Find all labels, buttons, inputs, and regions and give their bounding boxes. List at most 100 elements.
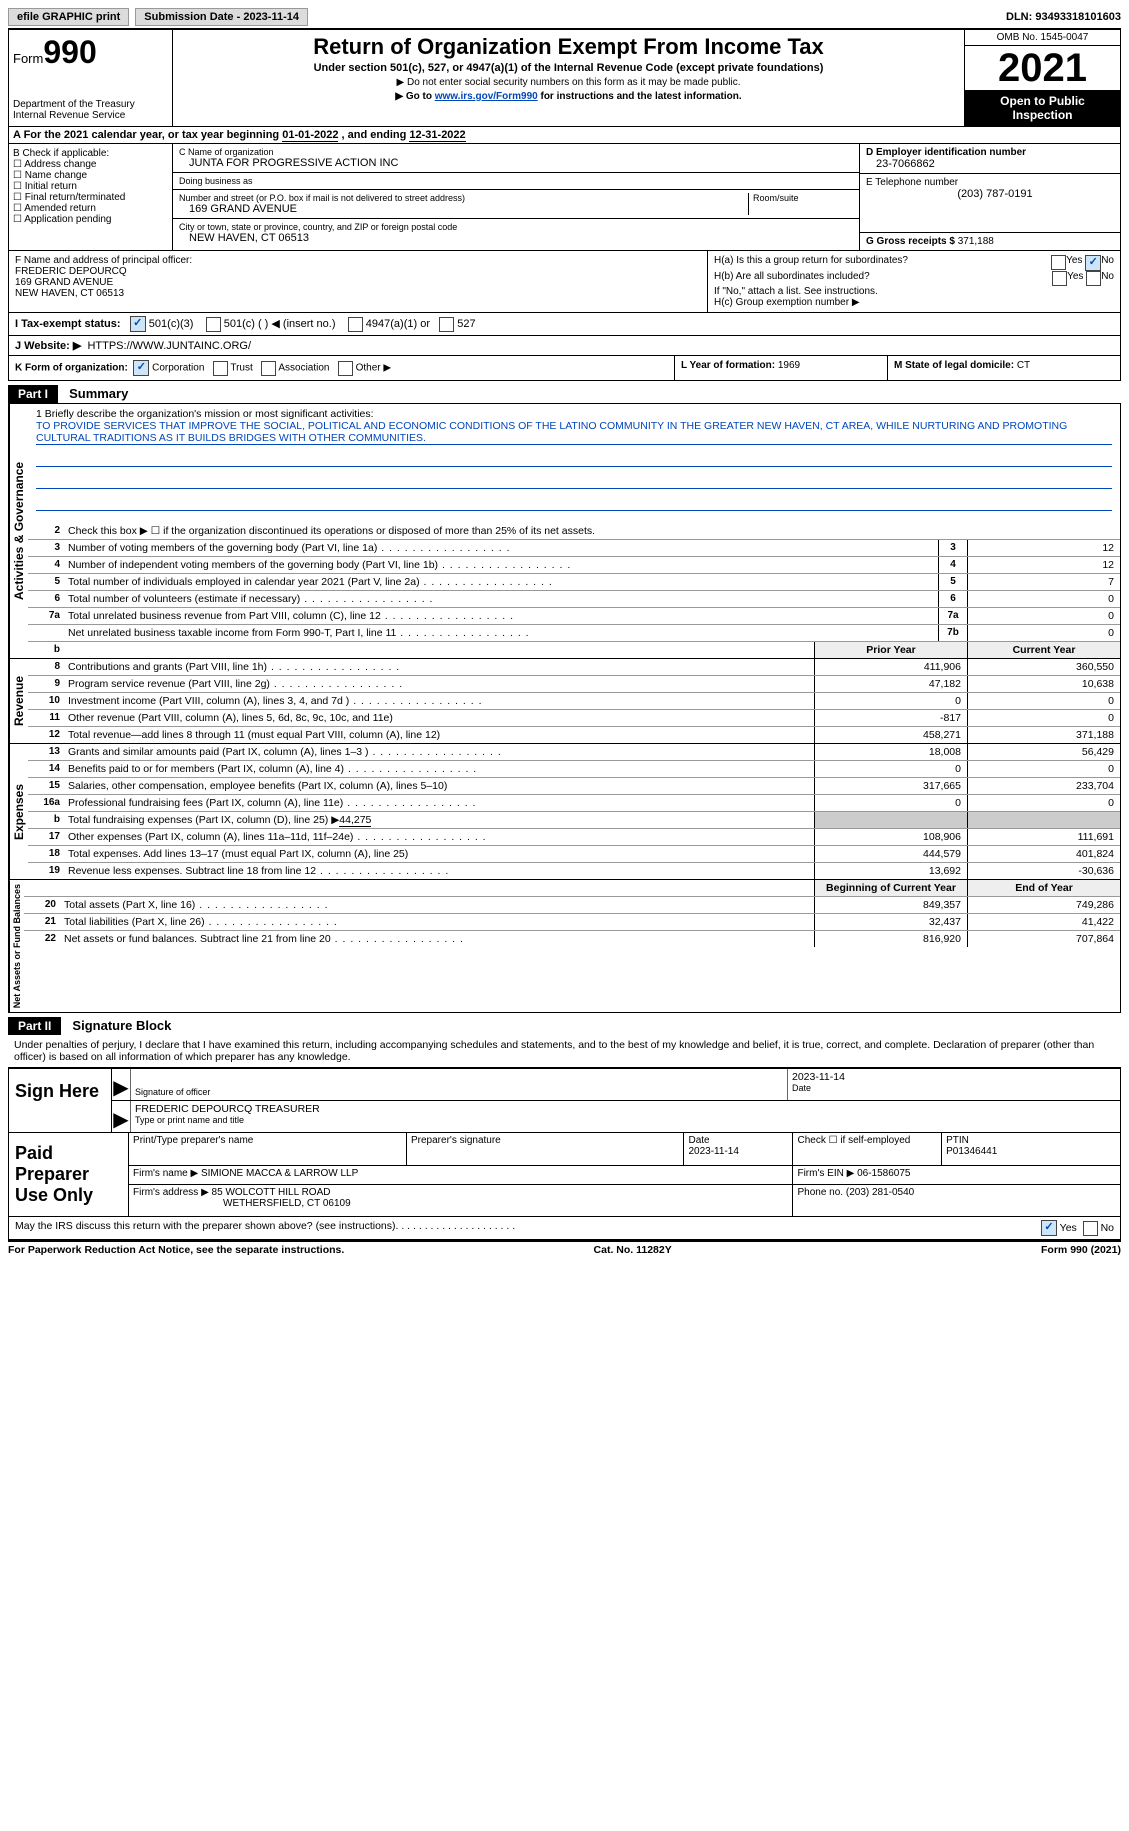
line-6: Total number of volunteers (estimate if … [68, 593, 300, 605]
chk-501c3[interactable]: ✓ [130, 316, 146, 332]
dln-label: DLN: [1006, 11, 1032, 23]
checkbox-application-pending[interactable]: ☐ Application pending [13, 214, 168, 225]
cy-15: 233,704 [967, 778, 1120, 794]
py-17: 108,906 [814, 829, 967, 845]
box-k: K Form of organization: ✓ Corporation Tr… [9, 356, 675, 380]
paid-preparer-block: Paid Preparer Use Only Print/Type prepar… [8, 1133, 1121, 1217]
website-label: J Website: ▶ [15, 340, 81, 352]
row-fh: F Name and address of principal officer:… [8, 251, 1121, 313]
mission-blank2 [36, 475, 1112, 489]
py-18: 444,579 [814, 846, 967, 862]
sig-date-label: Date [792, 1083, 811, 1093]
ha-yes[interactable] [1051, 255, 1066, 270]
irs-link[interactable]: www.irs.gov/Form990 [435, 91, 538, 102]
boy-22: 816,920 [814, 931, 967, 947]
footer-right: Form 990 (2021) [1041, 1244, 1121, 1256]
dln: DLN: 93493318101603 [1006, 11, 1121, 23]
chk-trust[interactable] [213, 361, 228, 376]
revenue-section: Revenue 8Contributions and grants (Part … [8, 659, 1121, 744]
section-bcdeg: B Check if applicable: ☐ Address change … [8, 144, 1121, 251]
box-b-label: B Check if applicable: [13, 148, 168, 159]
hb-yes[interactable] [1052, 271, 1067, 286]
line-4: Number of independent voting members of … [68, 559, 438, 571]
row-j: J Website: ▶ HTTPS://WWW.JUNTAINC.ORG/ [8, 336, 1121, 356]
chk-501c[interactable] [206, 317, 221, 332]
opt-address: Address change [24, 159, 96, 170]
top-bar: efile GRAPHIC print Submission Date - 20… [8, 8, 1121, 30]
cy-10: 0 [967, 693, 1120, 709]
opt-501c: 501(c) ( ) ◀ (insert no.) [224, 318, 336, 330]
city-label: City or town, state or province, country… [179, 222, 853, 232]
cy-14: 0 [967, 761, 1120, 777]
street-label: Number and street (or P.O. box if mail i… [179, 193, 748, 203]
chk-other[interactable] [338, 361, 353, 376]
py-13: 18,008 [814, 744, 967, 760]
ha-no[interactable]: ✓ [1085, 255, 1101, 271]
open-inspection: Open to Public Inspection [965, 90, 1120, 126]
checkbox-name-change[interactable]: ☐ Name change [13, 170, 168, 181]
yes-txt: Yes [1066, 255, 1082, 271]
cy-19: -30,636 [967, 863, 1120, 879]
discuss-text: May the IRS discuss this return with the… [15, 1220, 396, 1236]
chk-527[interactable] [439, 317, 454, 332]
year-formation-label: L Year of formation: [681, 360, 775, 371]
checkbox-initial-return[interactable]: ☐ Initial return [13, 181, 168, 192]
cy-12: 371,188 [967, 727, 1120, 743]
dba-label: Doing business as [179, 176, 853, 186]
line-19: Revenue less expenses. Subtract line 18 … [68, 865, 316, 877]
ein-value: 23-7066862 [866, 158, 1114, 170]
street-value: 169 GRAND AVENUE [179, 203, 748, 215]
gray-16b-py [814, 812, 967, 828]
line-13: Grants and similar amounts paid (Part IX… [68, 746, 369, 758]
cy-13: 56,429 [967, 744, 1120, 760]
expenses-section: Expenses 13Grants and similar amounts pa… [8, 744, 1121, 880]
arrow-icon-2: ▶ [112, 1101, 130, 1132]
submission-btn[interactable]: Submission Date - 2023-11-14 [135, 8, 308, 26]
discuss-no[interactable] [1083, 1221, 1098, 1236]
opt-4947: 4947(a)(1) or [366, 318, 430, 330]
line-8: Contributions and grants (Part VIII, lin… [68, 661, 267, 673]
ptin-val: P01346441 [946, 1146, 997, 1157]
py-16a: 0 [814, 795, 967, 811]
row-i: I Tax-exempt status: ✓ 501(c)(3) 501(c) … [8, 313, 1121, 336]
hc-label: H(c) Group exemption number ▶ [714, 297, 1114, 308]
prep-selfemp: Check ☐ if self-employed [797, 1135, 910, 1146]
org-name-label: C Name of organization [179, 147, 853, 157]
phone-value: (203) 787-0191 [866, 188, 1114, 200]
sig-date-val: 2023-11-14 [792, 1071, 1116, 1083]
efile-btn[interactable]: efile GRAPHIC print [8, 8, 129, 26]
hb-no[interactable] [1086, 271, 1101, 286]
line-10: Investment income (Part VIII, column (A)… [68, 695, 349, 707]
hdr-boy: Beginning of Current Year [814, 880, 967, 896]
opt-initial: Initial return [25, 181, 77, 192]
line-5: Total number of individuals employed in … [68, 576, 420, 588]
opt-final: Final return/terminated [25, 192, 126, 203]
boy-21: 32,437 [814, 914, 967, 930]
checkbox-amended-return[interactable]: ☐ Amended return [13, 203, 168, 214]
eoy-22: 707,864 [967, 931, 1120, 947]
chk-corp[interactable]: ✓ [133, 360, 149, 376]
sign-here-block: Sign Here ▶ Signature of officer 2023-11… [8, 1067, 1121, 1133]
checkbox-final-return[interactable]: ☐ Final return/terminated [13, 192, 168, 203]
part2-badge: Part II [8, 1017, 61, 1035]
discuss-no-txt: No [1101, 1222, 1114, 1234]
prep-date-label: Date [688, 1135, 709, 1146]
line-7b: Net unrelated business taxable income fr… [68, 627, 396, 639]
ein-label: D Employer identification number [866, 147, 1114, 158]
mission-blank3 [36, 497, 1112, 511]
discuss-yes[interactable]: ✓ [1041, 1220, 1057, 1236]
prep-sig-label: Preparer's signature [411, 1135, 501, 1146]
omb-number: OMB No. 1545-0047 [965, 30, 1120, 46]
firm-name: SIMIONE MACCA & LARROW LLP [201, 1168, 358, 1179]
row-klm: K Form of organization: ✓ Corporation Tr… [8, 356, 1121, 381]
line-21: Total liabilities (Part X, line 26) [64, 916, 205, 928]
hb-label: H(b) Are all subordinates included? [714, 271, 1052, 286]
chk-assoc[interactable] [261, 361, 276, 376]
chk-4947[interactable] [348, 317, 363, 332]
part1-badge: Part I [8, 385, 58, 403]
line-16b-val: 44,275 [339, 814, 371, 827]
hb-note: If "No," attach a list. See instructions… [714, 286, 1114, 297]
sig-declaration: Under penalties of perjury, I declare th… [8, 1035, 1121, 1067]
opt-assoc: Association [278, 363, 329, 374]
checkbox-address-change[interactable]: ☐ Address change [13, 159, 168, 170]
